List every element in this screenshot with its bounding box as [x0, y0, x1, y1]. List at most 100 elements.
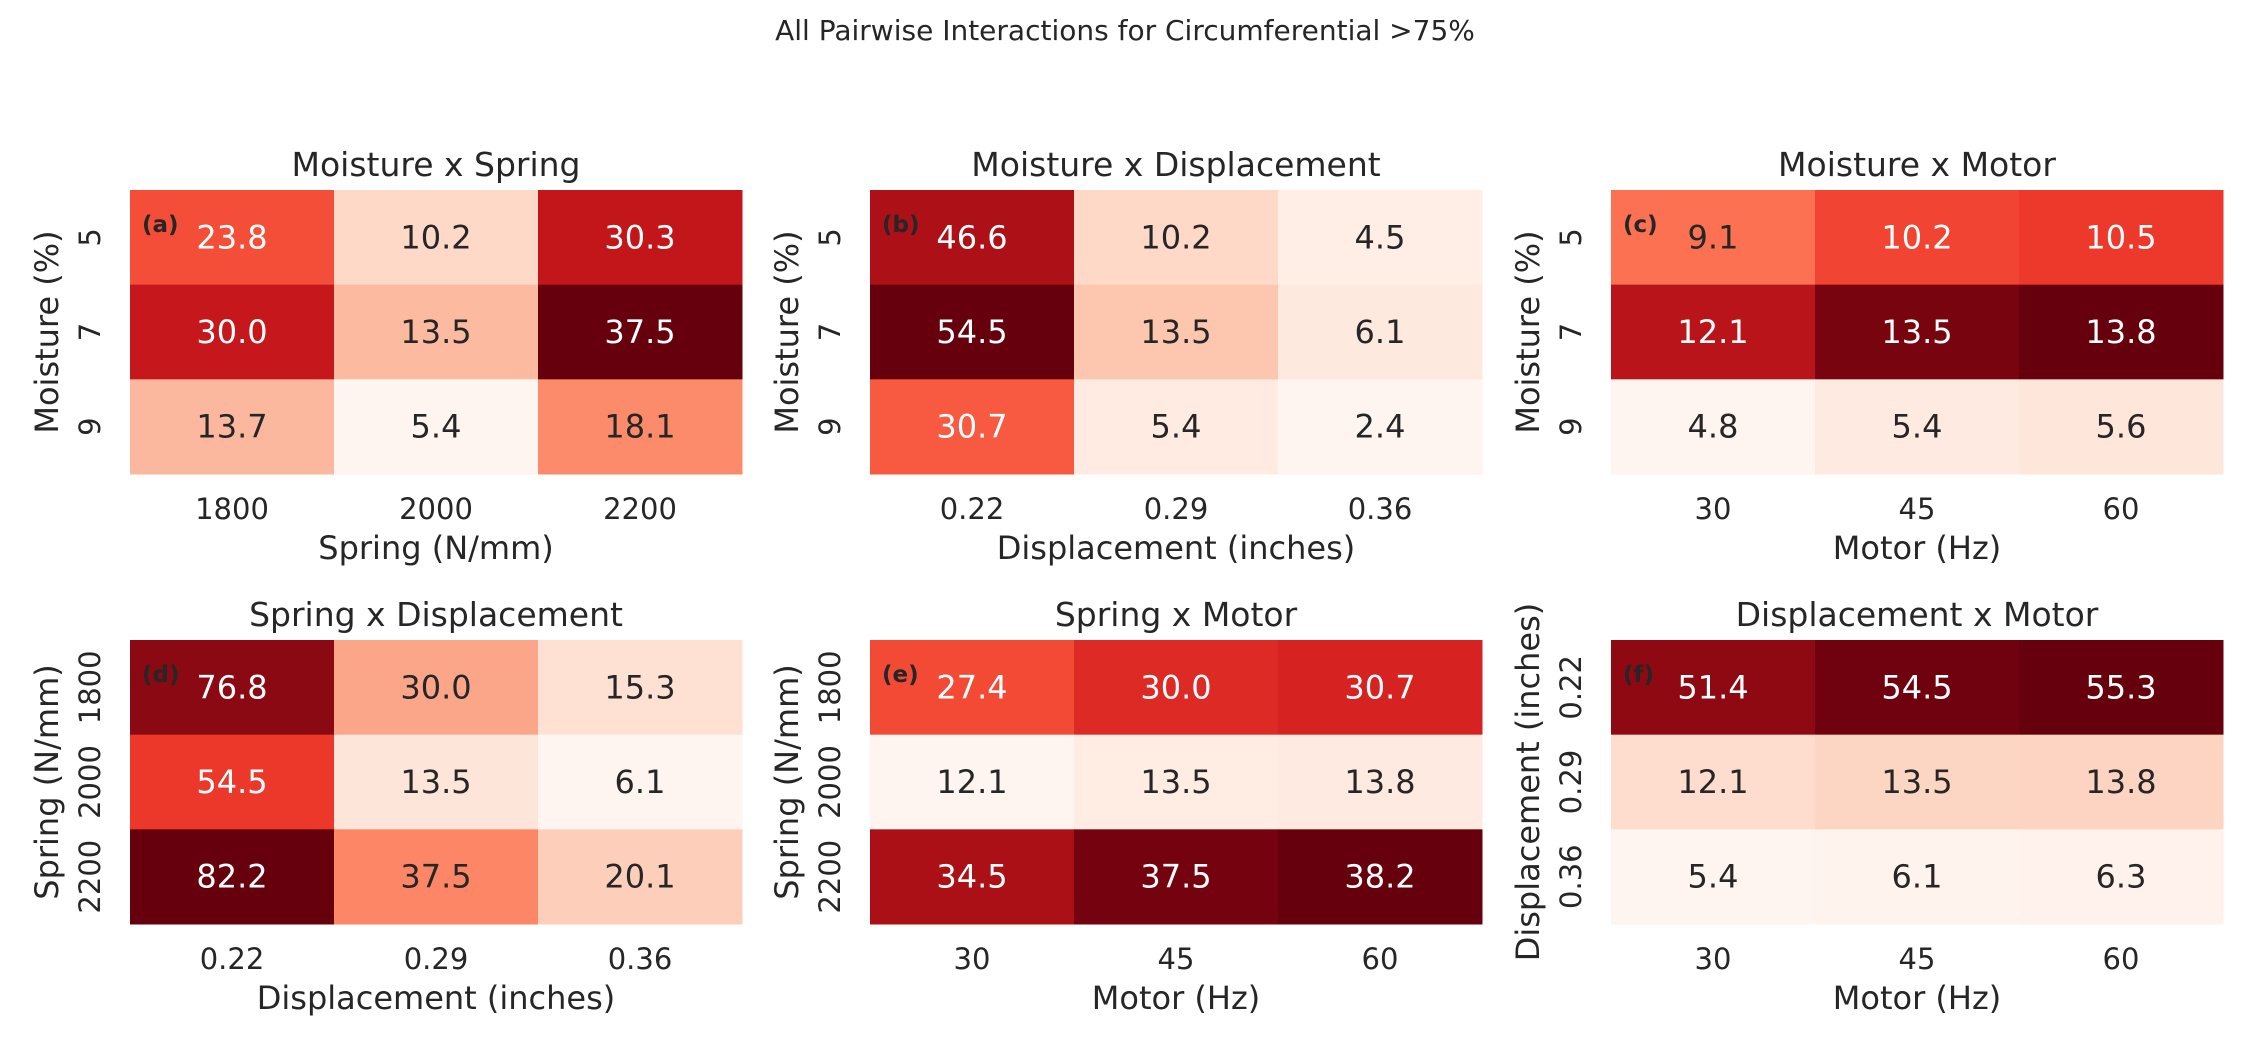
panel-6-x-tick-label: 30 — [1695, 942, 1732, 976]
panel-2-heatmap-cell — [1278, 379, 1483, 475]
panel-4-heatmap-cell — [538, 734, 743, 830]
panel-5-cell-value-label: 12.1 — [936, 763, 1007, 801]
panel-4-y-tick-label: 2000 — [73, 745, 107, 819]
panel-4-cell-value-label: 30.0 — [400, 668, 471, 706]
panel-6-heatmap-cell — [1611, 640, 1816, 736]
panel-4-x-tick-label: 0.29 — [404, 942, 469, 976]
panel-2-cell-value-label: 30.7 — [936, 408, 1007, 446]
panel-2-title: Moisture x Displacement — [971, 145, 1380, 184]
panel-5-cell-value-label: 30.7 — [1344, 668, 1415, 706]
panel-2-heatmap-cell — [1074, 284, 1279, 380]
panel-4-y-tick-label: 2200 — [73, 840, 107, 914]
panel-5-heatmap-cell — [1074, 734, 1279, 830]
panel-6-y-tick-label: 0.36 — [1554, 844, 1588, 909]
panel-2-x-axis-label: Displacement (inches) — [997, 529, 1356, 567]
panel-1-heatmap-cell — [334, 284, 539, 380]
panel-2-heatmap-cell — [1278, 284, 1483, 380]
panel-6-cell-value-label: 13.8 — [2085, 763, 2156, 801]
panel-3-heatmap-cell — [2019, 284, 2224, 380]
panel-4-heatmap-cell — [538, 829, 743, 925]
panel-5-heatmap-cell — [1074, 829, 1279, 925]
panel-6-heatmap-cell — [1815, 640, 2020, 736]
panel-6-cell-value-label: 13.5 — [1881, 763, 1952, 801]
panel-3-heatmap-cell — [1815, 379, 2020, 475]
panel-2-cell-value-label: 6.1 — [1355, 313, 1406, 351]
panel-1-y-tick-label: 7 — [73, 323, 107, 341]
panel-6-cell-value-label: 6.1 — [1892, 858, 1943, 896]
panel-1-heatmap-cell — [130, 190, 335, 286]
panel-3-heatmap-cell — [1611, 379, 1816, 475]
panel-5-tag: (e) — [882, 662, 919, 688]
panel-2-cell-value-label: 10.2 — [1140, 218, 1211, 256]
panel-6-heatmap-cell — [1815, 829, 2020, 925]
panel-4-cell-value-label: 76.8 — [196, 668, 267, 706]
panel-4-cell-value-label: 37.5 — [400, 858, 471, 896]
panel-5-heatmap-cell — [1074, 640, 1279, 736]
panel-6-cell-value-label: 6.3 — [2096, 858, 2147, 896]
panel-1-y-axis-label: Moisture (%) — [28, 230, 66, 433]
panel-4-y-tick-label: 1800 — [73, 650, 107, 724]
panel-3-heatmap-cell — [1611, 284, 1816, 380]
panel-6-title: Displacement x Motor — [1736, 595, 2099, 634]
panel-2-tag: (b) — [882, 212, 920, 238]
panel-2-cell-value-label: 2.4 — [1355, 408, 1406, 446]
panel-4-heatmap-cell — [130, 829, 335, 925]
panel-1-cell-value-label: 30.0 — [196, 313, 267, 351]
panel-3-y-tick-label: 7 — [1554, 323, 1588, 341]
panel-2-y-tick-label: 9 — [813, 417, 847, 435]
panel-1-cell-value-label: 13.5 — [400, 313, 471, 351]
panel-5-heatmap-cell — [870, 829, 1075, 925]
panel-2-y-tick-label: 7 — [813, 323, 847, 341]
panel-3-y-tick-label: 5 — [1554, 228, 1588, 246]
panel-5-heatmap-cell — [870, 734, 1075, 830]
panel-3-heatmap-cell — [1815, 284, 2020, 380]
panel-3-x-axis-label: Motor (Hz) — [1833, 529, 2001, 567]
panel-3-tag: (c) — [1623, 212, 1658, 238]
panel-6-heatmap-cell — [2019, 734, 2224, 830]
panel-3-x-tick-label: 60 — [2103, 492, 2140, 526]
panel-5-cell-value-label: 13.8 — [1344, 763, 1415, 801]
panel-5-heatmap-cell — [1278, 640, 1483, 736]
panel-6-heatmap-cell — [2019, 640, 2224, 736]
panel-5-heatmap-cell — [1278, 734, 1483, 830]
panel-2-cell-value-label: 46.6 — [936, 218, 1007, 256]
panel-4-cell-value-label: 15.3 — [604, 668, 675, 706]
panel-2-x-tick-label: 0.22 — [940, 492, 1005, 526]
panel-5-title: Spring x Motor — [1055, 595, 1298, 634]
panel-3-heatmap-cell — [1815, 190, 2020, 286]
panel-4-y-axis-label: Spring (N/mm) — [28, 664, 66, 899]
panel-3-cell-value-label: 10.5 — [2085, 218, 2156, 256]
panel-2-y-tick-label: 5 — [813, 228, 847, 246]
panel-4-tag: (d) — [142, 662, 180, 688]
panel-3-y-tick-label: 9 — [1554, 417, 1588, 435]
panel-4-heatmap-cell — [334, 640, 539, 736]
panel-6-x-tick-label: 60 — [2103, 942, 2140, 976]
panel-3-cell-value-label: 12.1 — [1677, 313, 1748, 351]
panel-2-y-axis-label: Moisture (%) — [768, 230, 806, 433]
panel-5-cell-value-label: 34.5 — [936, 858, 1007, 896]
panel-2-heatmap-cell — [870, 379, 1075, 475]
panel-4-heatmap-cell — [334, 734, 539, 830]
panel-3-x-tick-label: 30 — [1695, 492, 1732, 526]
panel-4-cell-value-label: 13.5 — [400, 763, 471, 801]
panel-2-heatmap-cell — [870, 284, 1075, 380]
panel-5-heatmap-cell — [870, 640, 1075, 736]
panel-6-cell-value-label: 12.1 — [1677, 763, 1748, 801]
panel-2-cell-value-label: 5.4 — [1151, 408, 1202, 446]
panel-1-heatmap-cell — [538, 379, 743, 475]
panel-3-cell-value-label: 5.4 — [1892, 408, 1943, 446]
panel-1-y-tick-label: 5 — [73, 228, 107, 246]
panel-1-heatmap-cell — [334, 379, 539, 475]
panel-2-cell-value-label: 54.5 — [936, 313, 1007, 351]
panel-4-cell-value-label: 20.1 — [604, 858, 675, 896]
panel-3-title: Moisture x Motor — [1778, 145, 2056, 184]
panel-3-heatmap-cell — [2019, 190, 2224, 286]
panel-6-cell-value-label: 51.4 — [1677, 668, 1748, 706]
panel-2-heatmap-cell — [1074, 190, 1279, 286]
panel-6-y-tick-label: 0.22 — [1554, 655, 1588, 720]
panel-1-cell-value-label: 10.2 — [400, 218, 471, 256]
panel-6-x-axis-label: Motor (Hz) — [1833, 979, 2001, 1017]
panel-6-heatmap-cell — [2019, 829, 2224, 925]
panel-1-cell-value-label: 18.1 — [604, 408, 675, 446]
